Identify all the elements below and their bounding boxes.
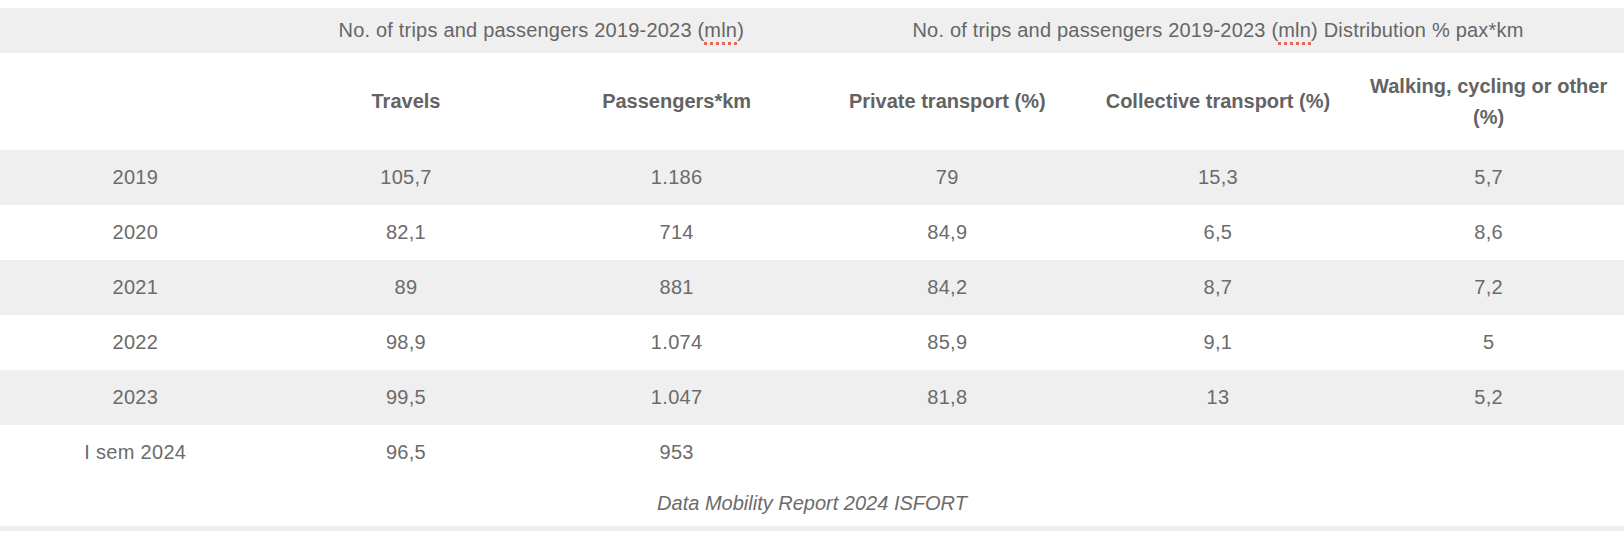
column-header-walking-cycling-other: Walking, cycling or other (%) (1353, 53, 1624, 150)
page: No. of trips and passengers 2019-2023 (m… (0, 0, 1624, 531)
table-cell: 96,5 (271, 425, 542, 480)
group-header-text: No. of trips and passengers 2019-2023 ( (339, 19, 705, 41)
group-header-text: No. of trips and passengers 2019-2023 ( (912, 19, 1278, 41)
table-cell: 1.074 (541, 315, 812, 370)
table-cell: 8,6 (1353, 205, 1624, 260)
row-label: 2021 (0, 260, 271, 315)
row-label: I sem 2024 (0, 425, 271, 480)
group-header-text: ) (737, 19, 744, 41)
table-cell: 881 (541, 260, 812, 315)
table-caption: Data Mobility Report 2024 ISFORT (0, 480, 1624, 526)
table-cell: 105,7 (271, 150, 542, 205)
spellcheck-word: mln (704, 19, 737, 41)
table-row-2021: 2021 89 881 84,2 8,7 7,2 (0, 260, 1624, 315)
column-header-passengers-km: Passengers*km (541, 53, 812, 150)
table-cell: 15,3 (1083, 150, 1354, 205)
table-cell: 89 (271, 260, 542, 315)
table-cell: 1.047 (541, 370, 812, 425)
table-cell: 953 (541, 425, 812, 480)
table-cell: 81,8 (812, 370, 1083, 425)
table-cell: 714 (541, 205, 812, 260)
table-cell: 5,7 (1353, 150, 1624, 205)
row-label: 2023 (0, 370, 271, 425)
table-cell: 6,5 (1083, 205, 1354, 260)
table-row-2022: 2022 98,9 1.074 85,9 9,1 5 (0, 315, 1624, 370)
table-cell: 82,1 (271, 205, 542, 260)
table-cell: 85,9 (812, 315, 1083, 370)
row-label: 2020 (0, 205, 271, 260)
group-header-empty-cell (0, 8, 271, 53)
table-row-i-sem-2024: I sem 2024 96,5 953 (0, 425, 1624, 480)
table-row-2023: 2023 99,5 1.047 81,8 13 5,2 (0, 370, 1624, 425)
table-cell (1083, 425, 1354, 480)
table-cell: 9,1 (1083, 315, 1354, 370)
table-cell: 5,2 (1353, 370, 1624, 425)
table-cell: 99,5 (271, 370, 542, 425)
table-cell: 13 (1083, 370, 1354, 425)
table-row-2020: 2020 82,1 714 84,9 6,5 8,6 (0, 205, 1624, 260)
group-header-distribution: No. of trips and passengers 2019-2023 (m… (812, 8, 1624, 53)
table-cell (1353, 425, 1624, 480)
table-cell: 79 (812, 150, 1083, 205)
table-cell: 98,9 (271, 315, 542, 370)
group-header-trips: No. of trips and passengers 2019-2023 (m… (271, 8, 812, 53)
table-head: No. of trips and passengers 2019-2023 (m… (0, 8, 1624, 150)
table-cell: 84,9 (812, 205, 1083, 260)
data-table: No. of trips and passengers 2019-2023 (m… (0, 8, 1624, 526)
row-label: 2019 (0, 150, 271, 205)
caption-row: Data Mobility Report 2024 ISFORT (0, 480, 1624, 526)
table-cell: 8,7 (1083, 260, 1354, 315)
spellcheck-word: mln (1278, 19, 1311, 41)
table-body: 2019 105,7 1.186 79 15,3 5,7 2020 82,1 7… (0, 150, 1624, 480)
group-header-text: ) Distribution % pax*km (1311, 19, 1523, 41)
column-header-private-transport: Private transport (%) (812, 53, 1083, 150)
row-label: 2022 (0, 315, 271, 370)
table-row-2019: 2019 105,7 1.186 79 15,3 5,7 (0, 150, 1624, 205)
table-foot: Data Mobility Report 2024 ISFORT (0, 480, 1624, 526)
group-header-row: No. of trips and passengers 2019-2023 (m… (0, 8, 1624, 53)
table-cell: 1.186 (541, 150, 812, 205)
table-cell (812, 425, 1083, 480)
table-cell: 7,2 (1353, 260, 1624, 315)
partial-next-row-strip (0, 526, 1624, 531)
table-cell: 5 (1353, 315, 1624, 370)
column-header-empty (0, 53, 271, 150)
column-header-travels: Travels (271, 53, 542, 150)
table-cell: 84,2 (812, 260, 1083, 315)
column-header-collective-transport: Collective transport (%) (1083, 53, 1354, 150)
column-header-row: Travels Passengers*km Private transport … (0, 53, 1624, 150)
